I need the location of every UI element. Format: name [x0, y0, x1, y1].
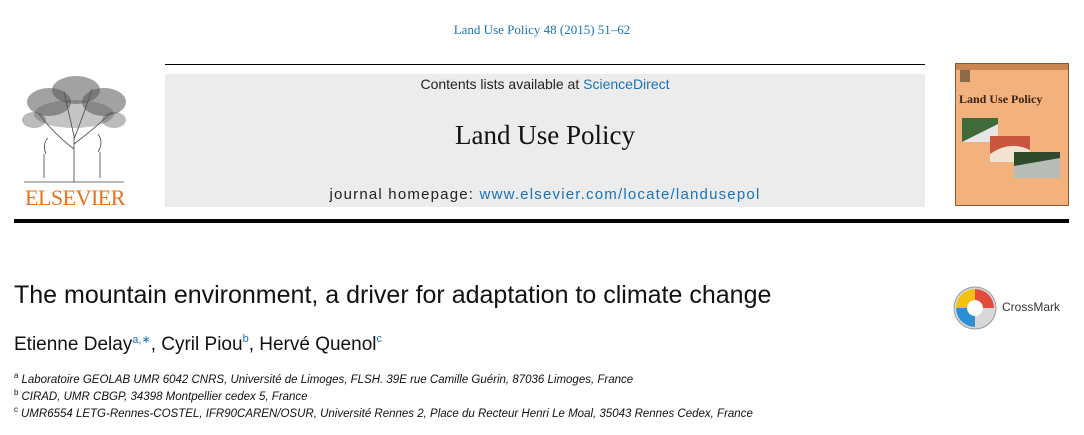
- journal-title: Land Use Policy: [455, 120, 635, 150]
- affiliation-mark: c: [14, 405, 18, 414]
- affiliation-line: b CIRAD, UMR CBGP, 34398 Montpellier cede…: [14, 388, 308, 403]
- author-name[interactable]: Etienne Delay: [14, 334, 133, 355]
- author-affiliation-mark[interactable]: b: [242, 333, 249, 345]
- author-separator: ,: [248, 334, 260, 355]
- author-affiliation-mark[interactable]: a,∗: [132, 334, 151, 346]
- masthead-top-rule: [165, 64, 925, 65]
- cover-landscape-icon: [962, 118, 1060, 178]
- header-divider: [14, 219, 1069, 223]
- affiliation-mark: a: [14, 371, 19, 380]
- elsevier-tree-icon: [22, 76, 126, 183]
- author-name[interactable]: Hervé Quenol: [259, 334, 377, 355]
- journal-citation[interactable]: Land Use Policy 48 (2015) 51–62: [453, 22, 631, 37]
- affiliation-mark: b: [14, 388, 19, 397]
- sciencedirect-link[interactable]: ScienceDirect: [583, 76, 670, 92]
- masthead-panel: Contents lists available at ScienceDirec…: [165, 74, 925, 207]
- elsevier-logo[interactable]: [14, 74, 134, 209]
- homepage-prefix: journal homepage:: [329, 186, 475, 203]
- author-name[interactable]: Cyril Piou: [161, 334, 243, 355]
- homepage-link[interactable]: www.elsevier.com/locate/landusepol: [479, 186, 761, 203]
- affiliation-text: Laboratoire GEOLAB UMR 6042 CNRS, Univer…: [21, 373, 634, 386]
- crossmark-label: CrossMark: [1002, 300, 1061, 314]
- crossmark-button[interactable]: CrossMark: [952, 285, 1067, 331]
- homepage-line: journal homepage: www.elsevier.com/locat…: [165, 186, 925, 203]
- publisher-name: ELSEVIER: [25, 185, 125, 210]
- contents-prefix: Contents lists available at: [420, 76, 580, 92]
- journal-cover[interactable]: Land Use Policy: [955, 63, 1069, 206]
- author-list: Etienne Delaya,∗, Cyril Pioub, Hervé Que…: [14, 333, 382, 356]
- affiliation-text: UMR6554 LETG-Rennes-COSTEL, IFR90CAREN/O…: [21, 407, 753, 420]
- cover-emblem-icon: [960, 70, 970, 82]
- cover-top-band: [956, 64, 1068, 70]
- article-title: The mountain environment, a driver for a…: [14, 281, 772, 309]
- contents-line: Contents lists available at ScienceDirec…: [165, 76, 925, 92]
- crossmark-icon: [953, 286, 997, 330]
- author-separator: ,: [150, 334, 162, 355]
- affiliation-text: CIRAD, UMR CBGP, 34398 Montpellier cedex…: [21, 390, 308, 403]
- cover-title: Land Use Policy: [959, 92, 1043, 106]
- affiliation-line: c UMR6554 LETG-Rennes-COSTEL, IFR90CAREN/…: [14, 405, 753, 420]
- affiliation-line: a Laboratoire GEOLAB UMR 6042 CNRS, Unive…: [14, 371, 633, 386]
- author-affiliation-mark[interactable]: c: [376, 333, 382, 345]
